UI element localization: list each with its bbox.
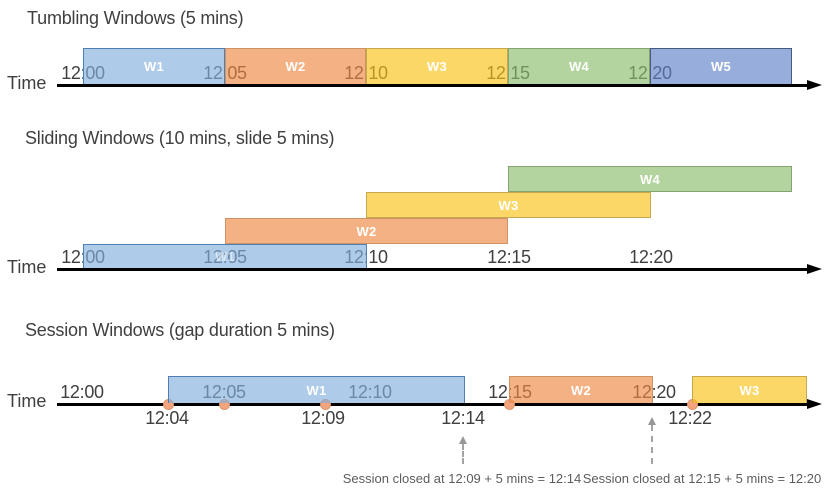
tumbling-window-w1: W1 <box>83 48 225 84</box>
session-annotation-1: Session closed at 12:09 + 5 mins = 12:14 <box>342 471 582 486</box>
sliding-window-w1: W1 <box>83 244 367 268</box>
session-window-w1-label: W1 <box>306 382 327 398</box>
sliding-title: Sliding Windows (10 mins, slide 5 mins) <box>25 128 335 148</box>
tumbling-window-w3-label: W3 <box>427 59 447 74</box>
sliding-window-w3-label: W3 <box>498 197 519 213</box>
tumbling-window-w4-label: W4 <box>569 59 589 74</box>
sliding-time-axis-label: Time <box>7 257 47 277</box>
session-close-arrow-2-icon <box>647 417 656 425</box>
tumbling-window-w3: W3 <box>366 48 508 84</box>
session-timeline <box>57 403 808 406</box>
tumbling-window-w4: W4 <box>508 48 650 84</box>
tumbling-window-w5-label: W5 <box>711 59 731 74</box>
session-close-arrow-1-icon <box>458 436 467 444</box>
session-title: Session Windows (gap duration 5 mins) <box>25 320 335 340</box>
event-label-1214: 12:14 <box>441 408 485 428</box>
session-time-axis-label: Time <box>7 391 47 411</box>
tumbling-timeline <box>57 84 808 87</box>
sliding-tick-1215: 12:15 <box>487 247 531 267</box>
tumbling-window-w5: W5 <box>650 48 792 84</box>
event-label-1209: 12:09 <box>301 408 345 428</box>
sliding-window-w2-label: W2 <box>356 223 377 239</box>
sliding-window-w4-label: W4 <box>640 171 660 187</box>
tumbling-title: Tumbling Windows (5 mins) <box>27 8 244 28</box>
sliding-window-w3: W3 <box>366 192 651 218</box>
sliding-timeline-arrowhead-icon <box>807 264 822 274</box>
session-window-w1: W1 <box>168 376 465 403</box>
sliding-timeline <box>57 268 808 271</box>
session-close-arrow-1-tail <box>462 444 464 464</box>
session-window-w3: W3 <box>692 376 807 403</box>
tumbling-timeline-arrowhead-icon <box>807 80 822 90</box>
tumbling-window-w2: W2 <box>225 48 366 84</box>
session-window-w3-label: W3 <box>739 382 760 398</box>
session-close-arrow-2-tail <box>651 425 653 464</box>
tumbling-window-w1-label: W1 <box>144 59 164 74</box>
sliding-window-w1-label: W1 <box>215 249 235 264</box>
event-label-1204: 12:04 <box>145 408 189 428</box>
tumbling-time-axis-label: Time <box>7 73 47 93</box>
session-tick-1200: 12:00 <box>60 382 104 402</box>
sliding-window-w4: W4 <box>508 166 792 192</box>
tumbling-window-w2-label: W2 <box>285 59 306 74</box>
session-annotation-2: Session closed at 12:15 + 5 mins = 12:20 <box>582 471 822 486</box>
event-label-1222: 12:22 <box>668 408 712 428</box>
sliding-window-w2: W2 <box>225 218 508 244</box>
session-timeline-arrowhead-icon <box>807 399 822 409</box>
session-window-w2: W2 <box>509 376 653 403</box>
sliding-tick-1220: 12:20 <box>629 247 673 267</box>
session-window-w2-label: W2 <box>571 382 591 398</box>
